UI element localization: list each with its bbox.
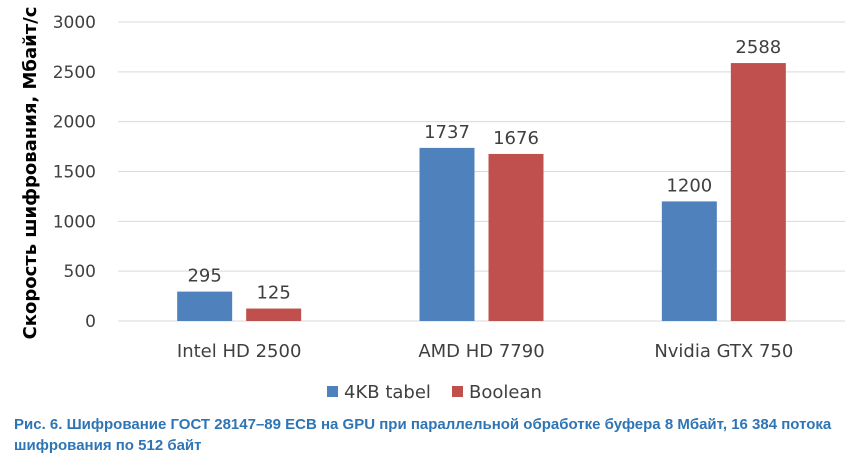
data-label: 1676 xyxy=(493,128,539,149)
legend-label: 4KB tabel xyxy=(344,382,431,403)
legend-swatch xyxy=(327,386,338,397)
y-axis-ticks: 0 500 1000 1500 2000 2500 3000 xyxy=(53,13,96,332)
y-tick-label: 1000 xyxy=(53,212,96,232)
bar-chart: 0 500 1000 1500 2000 2500 3000 295 125 1737 1676 1… xyxy=(20,7,845,403)
x-category-label: AMD HD 7790 xyxy=(418,341,544,362)
data-label: 295 xyxy=(187,266,221,287)
y-tick-label: 2500 xyxy=(53,63,96,83)
bar xyxy=(488,153,544,321)
legend-swatch xyxy=(452,386,463,397)
y-tick-label: 3000 xyxy=(53,13,96,33)
bar xyxy=(177,291,233,321)
legend: 4KB tabel Boolean xyxy=(327,382,542,403)
y-tick-label: 1500 xyxy=(53,163,96,183)
data-labels: 295 125 1737 1676 1200 2588 xyxy=(187,37,781,303)
y-tick-label: 2000 xyxy=(53,113,96,133)
data-label: 1737 xyxy=(424,122,470,143)
y-axis-label: Скорость шифрования, Мбайт/с xyxy=(20,7,41,340)
x-category-label: Nvidia GTX 750 xyxy=(654,341,793,362)
gridlines xyxy=(118,21,845,322)
y-tick-label: 0 xyxy=(85,312,96,332)
data-label: 125 xyxy=(256,283,290,304)
data-label: 2588 xyxy=(735,37,781,58)
y-tick-label: 500 xyxy=(64,262,96,282)
bar xyxy=(246,308,302,321)
x-category-label: Intel HD 2500 xyxy=(177,341,302,362)
x-axis-categories: Intel HD 2500 AMD HD 7790 Nvidia GTX 750 xyxy=(177,341,793,362)
bar xyxy=(661,201,717,321)
data-label: 1200 xyxy=(666,175,712,196)
bar xyxy=(730,63,786,321)
bar xyxy=(419,147,475,321)
figure-caption: Рис. 6. Шифрование ГОСТ 28147–89 ECB на … xyxy=(14,416,832,454)
legend-label: Boolean xyxy=(469,382,542,403)
bars xyxy=(177,63,786,321)
